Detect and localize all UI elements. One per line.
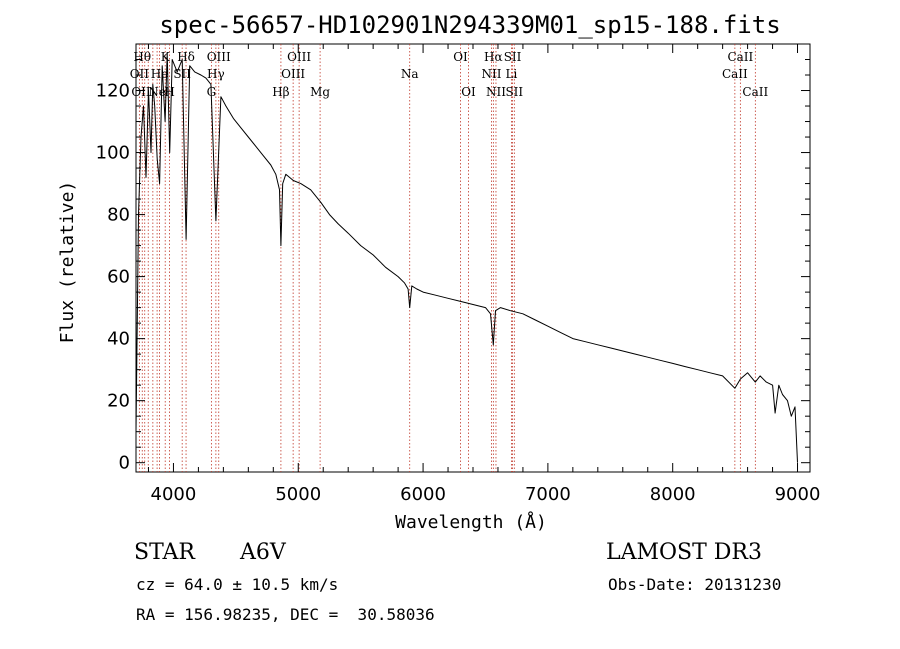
y-tick-label: 20 — [107, 391, 130, 412]
line-label: Hθ — [133, 50, 151, 64]
redshift-value: cz = 64.0 ± 10.5 km/s — [136, 575, 339, 594]
y-tick-label: 120 — [96, 81, 130, 102]
line-label: Hγ — [207, 67, 225, 81]
spectrum-line — [135, 52, 798, 463]
x-tick-label: 7000 — [525, 484, 571, 505]
line-label: OIII — [287, 50, 311, 64]
line-label: NII — [486, 85, 506, 99]
y-tick-label: 60 — [107, 267, 130, 288]
line-label: H — [164, 85, 174, 99]
object-subclass: A6V — [240, 540, 286, 565]
line-marker-group — [138, 44, 756, 472]
y-tick-label: 0 — [119, 453, 130, 474]
line-label: SII — [504, 50, 522, 64]
line-label: OI — [461, 85, 476, 99]
line-label: NII — [481, 67, 501, 81]
y-tick-label: 80 — [107, 205, 130, 226]
x-tick-label: 6000 — [400, 484, 446, 505]
x-tick-label: 8000 — [650, 484, 696, 505]
line-label: SII — [505, 85, 523, 99]
chart-title: spec-56657-HD102901N294339M01_sp15-188.f… — [159, 11, 780, 39]
line-label: OIII — [281, 67, 305, 81]
line-label: OIII — [207, 50, 231, 64]
line-label: He — [151, 67, 169, 81]
x-axis-label: Wavelength (Å) — [395, 511, 547, 533]
y-tick-label: 100 — [96, 143, 130, 164]
line-label: CaII — [722, 67, 748, 81]
observation-date: Obs-Date: 20131230 — [608, 575, 782, 594]
coordinates: RA = 156.98235, DEC = 30.58036 — [136, 605, 435, 624]
y-tick-label: 40 — [107, 329, 130, 350]
y-axis-label: Flux (relative) — [57, 181, 78, 344]
line-label: K — [161, 50, 171, 64]
line-label: Na — [401, 67, 419, 81]
x-tick-label: 4000 — [151, 484, 197, 505]
line-label: CaII — [727, 50, 753, 64]
line-label: Hβ — [272, 85, 289, 99]
line-label: OII — [131, 85, 151, 99]
plot-frame — [135, 43, 811, 473]
line-label: OII — [130, 67, 150, 81]
y-axis: 0 20 40 60 80 100 120 — [96, 59, 810, 474]
spectrum-series-group — [135, 52, 798, 463]
object-class: STAR — [134, 540, 195, 565]
line-label: Mg — [310, 85, 330, 99]
x-tick-label: 9000 — [775, 484, 821, 505]
x-tick-label: 5000 — [275, 484, 321, 505]
line-label: Hα — [484, 50, 503, 64]
line-label: Hδ — [177, 50, 195, 64]
survey-label: LAMOST DR3 — [606, 540, 762, 565]
line-label: Li — [506, 67, 518, 81]
line-label: OI — [453, 50, 468, 64]
line-label: CaII — [742, 85, 768, 99]
x-axis: 4000 5000 6000 7000 8000 9000 — [147, 44, 821, 505]
